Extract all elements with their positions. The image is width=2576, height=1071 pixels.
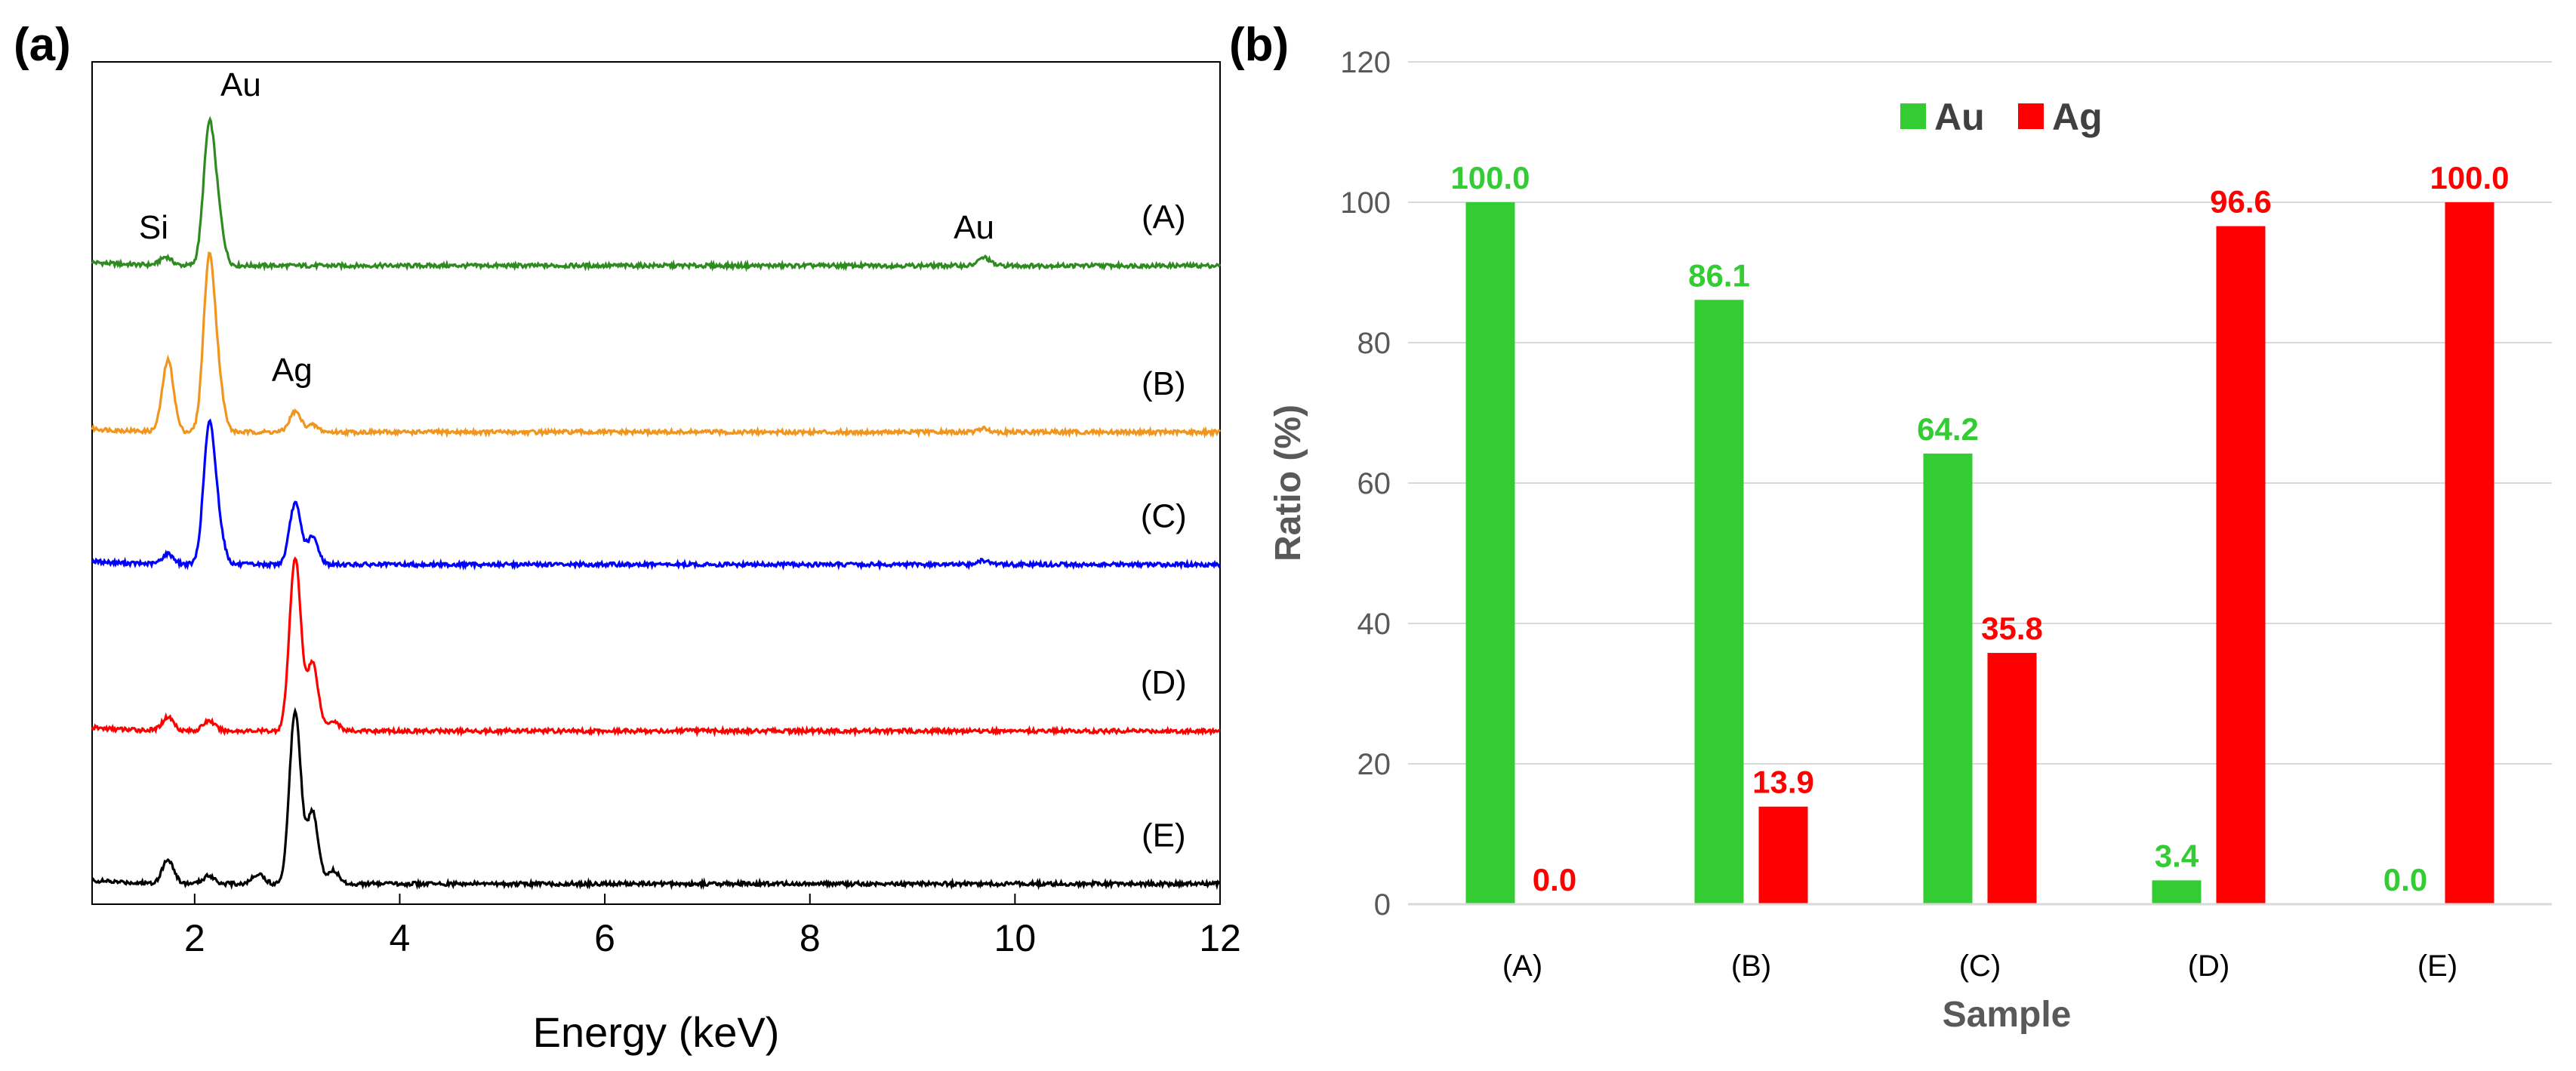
spectrum-line-b	[91, 251, 1222, 439]
eds-spectra-panel: (a) 2 4 6 8 10 12 Au Si Au Ag (A) (B) (C) (D) (E) En…	[14, 19, 1241, 1056]
data-label-au: 100.0	[1450, 160, 1530, 195]
x-tick-label-a: 10	[994, 917, 1037, 959]
spectrum-line-e	[91, 706, 1221, 891]
data-label-au: 0.0	[2383, 862, 2427, 897]
x-axis-title-a: Energy (keV)	[533, 1008, 780, 1056]
data-label-au: 86.1	[1688, 257, 1750, 293]
peak-annotation-ag: Ag	[272, 352, 313, 389]
y-tick-label-b: 40	[1357, 608, 1391, 641]
data-label-ag: 0.0	[1533, 862, 1576, 897]
data-label-au: 3.4	[2155, 838, 2199, 873]
legend: Au Ag	[1900, 96, 2103, 138]
panel-a-label: (a)	[14, 19, 71, 71]
data-label-au: 64.2	[1917, 411, 1979, 447]
y-axis-title-b: Ratio (%)	[1268, 405, 1308, 562]
composition-bar-panel: (b) 0 20 40 60 80 100 120 100.0 0.0 86.1 13.9 64.2…	[1229, 19, 2552, 1035]
category-label-b: (C)	[1959, 949, 2001, 983]
legend-swatch-ag	[2018, 103, 2044, 129]
peak-annotation-au: Au	[954, 209, 994, 246]
data-label-ag: 13.9	[1752, 765, 1814, 800]
category-label-b: (D)	[2188, 949, 2230, 983]
y-tick-label-b: 100	[1340, 186, 1391, 220]
data-label-ag: 35.8	[1981, 611, 2043, 646]
x-tick-label-a: 6	[594, 917, 615, 959]
series-label-a: (D)	[1141, 664, 1187, 701]
y-tick-label-b: 80	[1357, 327, 1391, 360]
y-tick-label-b: 60	[1357, 467, 1391, 500]
legend-swatch-au	[1900, 103, 1926, 129]
x-axis-title-b: Sample	[1943, 995, 2072, 1035]
x-tick-label-a: 12	[1199, 917, 1241, 959]
spectrum-line-d	[91, 556, 1221, 738]
plot-frame-a	[91, 61, 1221, 905]
bar-au-b	[1694, 300, 1744, 904]
x-tick-label-a: 2	[184, 917, 205, 959]
series-label-a: (C)	[1141, 498, 1187, 535]
x-tick-label-a: 4	[390, 917, 411, 959]
spectrum-line-c	[91, 418, 1222, 571]
legend-label-ag: Ag	[2052, 96, 2103, 138]
peak-annotation-si: Si	[139, 209, 168, 246]
y-tick-label-b: 120	[1340, 46, 1391, 79]
bar-au-a	[1465, 202, 1515, 904]
data-label-ag: 96.6	[2210, 184, 2272, 220]
series-label-a: (E)	[1142, 817, 1186, 854]
category-label-b: (B)	[1731, 949, 1771, 983]
panel-b-label: (b)	[1229, 19, 1289, 71]
y-tick-label-b: 20	[1357, 748, 1391, 781]
bar-ag-b	[1758, 806, 1808, 904]
series-label-a: (B)	[1142, 365, 1186, 402]
series-label-a: (A)	[1142, 199, 1186, 236]
x-tick-label-a: 8	[800, 917, 821, 959]
spectrum-line-a	[91, 115, 1222, 272]
bar-ag-d	[2216, 226, 2266, 904]
bar-ag-e	[2445, 202, 2494, 904]
peak-annotation-au: Au	[220, 66, 261, 103]
bar-au-d	[2152, 880, 2202, 904]
data-label-ag: 100.0	[2430, 160, 2509, 195]
category-label-b: (A)	[1502, 949, 1542, 983]
y-tick-label-b: 0	[1374, 888, 1391, 922]
category-label-b: (E)	[2417, 949, 2457, 983]
bar-au-c	[1923, 453, 1973, 904]
legend-label-au: Au	[1934, 96, 1985, 138]
bar-ag-c	[1987, 653, 2037, 904]
